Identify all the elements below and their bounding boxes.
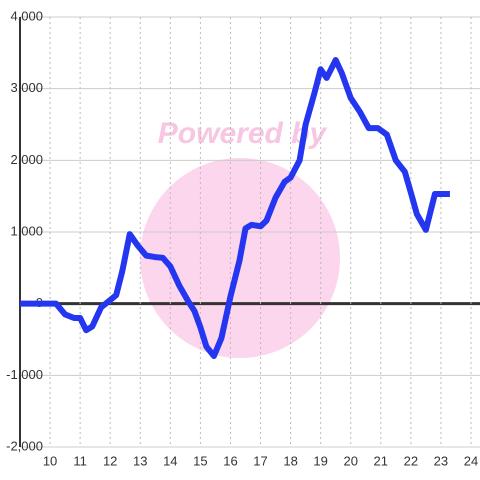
y-tick-label: 1,000	[10, 223, 43, 238]
y-tick-label: 4,000	[10, 8, 43, 23]
y-tick-label: 3,000	[10, 80, 43, 95]
x-tick-label: 11	[73, 453, 87, 468]
x-tick-label: 13	[133, 453, 147, 468]
x-tick-label: 24	[464, 453, 478, 468]
x-tick-label: 10	[43, 453, 57, 468]
x-tick-label: 20	[343, 453, 357, 468]
y-tick-label: -1,000	[6, 367, 43, 382]
line	[20, 57, 450, 359]
x-tick-label: 15	[193, 453, 207, 468]
y-tick-label: 2,000	[10, 152, 43, 167]
x-tick-label: 16	[223, 453, 237, 468]
watermark: Powered by	[158, 117, 328, 150]
x-tick-label: 19	[313, 453, 327, 468]
x-tick-label: 22	[404, 453, 418, 468]
x-tick-label: 18	[283, 453, 297, 468]
x-tick-label: 12	[103, 453, 117, 468]
x-tick-label: 14	[163, 453, 177, 468]
x-tick-label: 21	[374, 453, 388, 468]
y-tick-label: -2,000	[6, 438, 43, 453]
x-tick-label: 23	[434, 453, 448, 468]
x-tick-label: 17	[253, 453, 267, 468]
